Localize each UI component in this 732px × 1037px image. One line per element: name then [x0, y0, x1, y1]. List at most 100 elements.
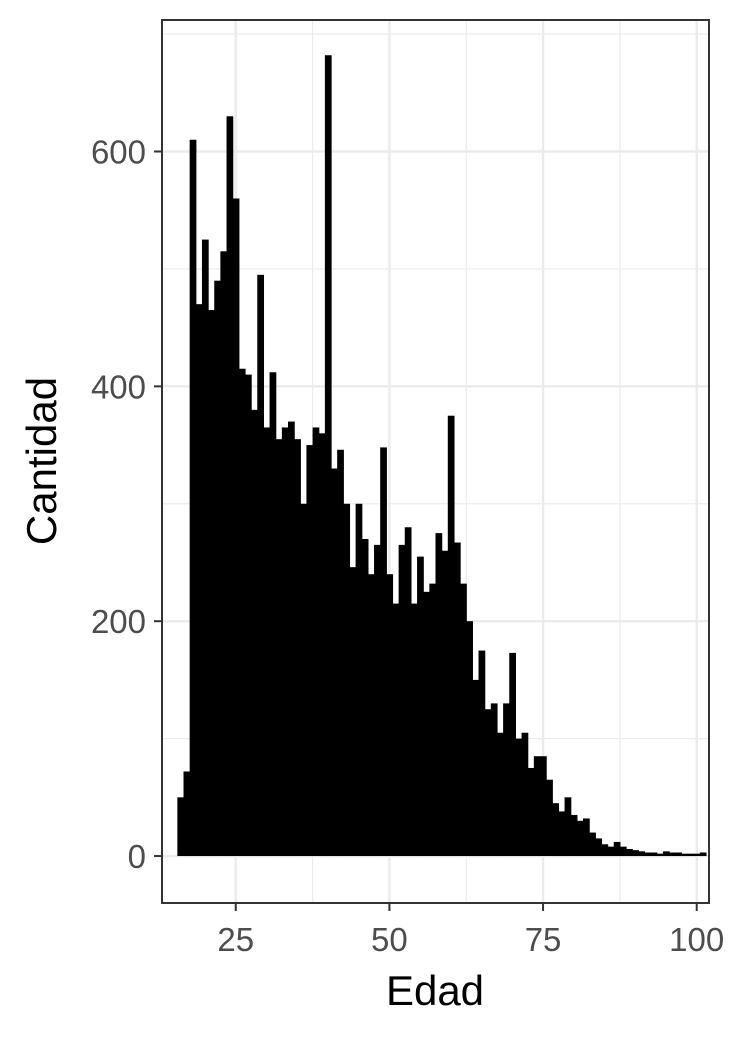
x-tick-label: 100 [669, 921, 724, 958]
histogram-bars [177, 55, 707, 857]
histogram-bar [484, 709, 492, 857]
histogram-bar [392, 603, 400, 857]
histogram-bar [601, 844, 609, 857]
histogram-bar [552, 803, 560, 857]
histogram-bar [294, 439, 301, 857]
histogram-bar [503, 703, 510, 857]
histogram-bar [435, 533, 443, 857]
histogram-bar [583, 818, 590, 857]
histogram-bar [595, 838, 603, 857]
histogram-bar [349, 567, 357, 857]
x-axis-title: Edad [386, 967, 484, 1014]
histogram-bar [300, 503, 308, 857]
histogram-bar [490, 703, 498, 857]
histogram-bar [324, 55, 332, 857]
histogram-bar [331, 468, 338, 857]
histogram-bar [441, 550, 449, 857]
histogram-bar [257, 274, 265, 857]
histogram-bar [208, 310, 215, 857]
histogram-bar [681, 853, 689, 857]
histogram-bar [226, 116, 234, 857]
histogram-bar [527, 767, 535, 857]
y-tick-label: 0 [128, 838, 146, 875]
histogram-bar [546, 779, 553, 857]
histogram-bar [693, 853, 701, 857]
histogram-bar [539, 756, 547, 857]
histogram-bar [398, 544, 406, 857]
tick-labels: 25 50 75 100 0 200 400 600 [91, 134, 724, 958]
histogram-bar [662, 851, 670, 857]
histogram-bar [195, 304, 203, 857]
histogram-bar [263, 427, 271, 857]
histogram-bar [626, 848, 633, 857]
y-tick-label: 400 [91, 368, 146, 405]
histogram-bar [238, 368, 246, 857]
histogram-bar [220, 251, 228, 857]
histogram-bar [355, 503, 363, 857]
histogram-bar [576, 820, 584, 857]
histogram-bar [589, 832, 596, 857]
grid-lines [162, 20, 709, 903]
panel-border [161, 19, 710, 904]
histogram-bar [343, 503, 351, 857]
histogram-bar [275, 439, 283, 857]
histogram-bar [619, 846, 627, 857]
histogram-bar [607, 846, 615, 857]
histogram-bar [417, 556, 424, 857]
histogram-bar [699, 852, 707, 857]
histogram-bar [564, 797, 572, 857]
histogram-bar [404, 527, 412, 857]
histogram-bar [410, 603, 418, 857]
histogram-bar [337, 449, 344, 857]
histogram-bar [613, 841, 621, 857]
histogram-bar [423, 591, 430, 857]
histogram-bar [460, 583, 467, 857]
histogram-bar [472, 679, 480, 857]
x-tick-label: 50 [371, 921, 408, 958]
histogram-bar [521, 732, 529, 857]
histogram-bar [570, 814, 578, 857]
y-axis-title: Cantidad [18, 377, 65, 545]
x-tick-label: 25 [217, 921, 254, 958]
histogram-bar [318, 433, 326, 857]
histogram-bar [214, 280, 221, 857]
histogram-bar [380, 447, 387, 857]
histogram-bar [453, 542, 461, 857]
histogram-bar [374, 544, 381, 857]
histogram-bar [669, 852, 676, 857]
histogram-bar [361, 538, 369, 857]
histogram-bar [509, 652, 516, 857]
histogram-bar [201, 239, 209, 857]
histogram-bar [386, 574, 394, 857]
histogram-bar [244, 374, 252, 857]
histogram-bar [515, 738, 523, 857]
histogram-bar [675, 852, 682, 857]
histogram-bar [312, 427, 320, 857]
histogram-bar [183, 771, 191, 857]
histogram-bar [306, 445, 314, 857]
histogram-bar [189, 139, 197, 857]
histogram-bar [367, 574, 375, 857]
histogram-bar [650, 852, 658, 857]
histogram-bar [632, 850, 639, 857]
histogram-bar [687, 853, 695, 857]
histogram-bar [644, 852, 652, 857]
histogram-bar [287, 421, 295, 857]
y-tick-label: 200 [91, 603, 146, 640]
x-tick-label: 75 [525, 921, 562, 958]
histogram-bar [466, 621, 473, 857]
histogram-bar [558, 811, 566, 857]
axis-ticks [154, 150, 698, 911]
histogram-bar [496, 732, 504, 857]
histogram-bar [447, 415, 455, 857]
y-tick-label: 600 [91, 134, 146, 171]
histogram-bar [232, 198, 240, 857]
histogram-bar [281, 427, 289, 857]
histogram-bar [177, 797, 185, 857]
histogram-bar [429, 583, 437, 857]
histogram-bar [251, 409, 258, 857]
histogram-bar [638, 851, 646, 857]
histogram-bar [269, 372, 277, 857]
histogram-bar [478, 650, 486, 857]
